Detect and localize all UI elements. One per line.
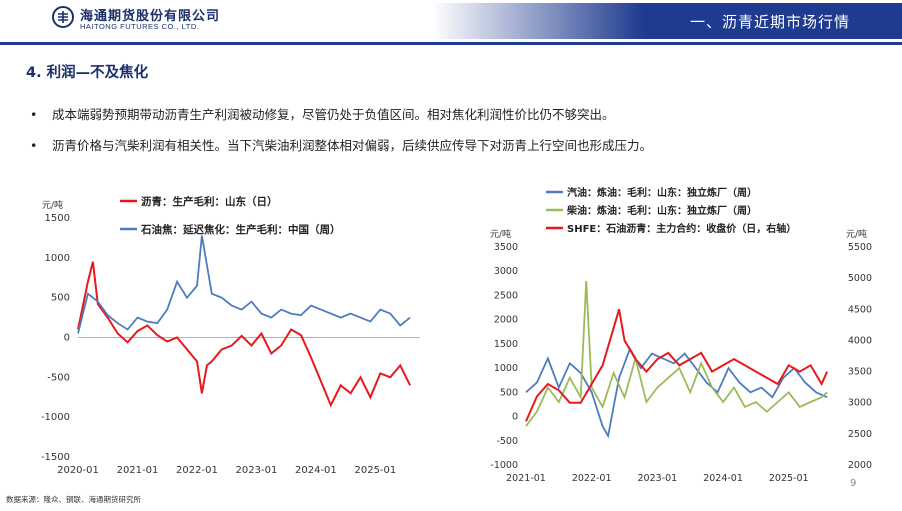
y-tick-label-left: 0 (512, 412, 518, 423)
legend-label: 石油焦：延迟焦化：生产毛利：中国（周） (140, 223, 341, 236)
chart2-left-unit-label: 元/吨 (490, 228, 511, 240)
y-tick-label: -1500 (41, 452, 70, 463)
x-tick-label: 2024-01 (295, 465, 337, 476)
company-name-en: HAITONG FUTURES CO., LTD. (80, 22, 200, 31)
y-tick-label-left: 2000 (494, 315, 518, 326)
y-tick-label-left: 2500 (494, 290, 518, 301)
bullet-text: 沥青价格与汽柴利润有相关性。当下汽柴油利润整体相对偏弱，后续供应传导下对沥青上行… (52, 138, 653, 153)
bullet-item: • 成本端弱势预期带动沥青生产利润被动修复，尽管仍处于负值区间。相对焦化利润性价比… (30, 104, 615, 123)
series-line (525, 346, 828, 439)
y-tick-label: -500 (47, 372, 70, 383)
y-tick-label-right: 3000 (848, 398, 872, 409)
series-line (77, 235, 411, 334)
x-tick-label: 2022-01 (176, 465, 218, 476)
header-bar: 海通期货股份有限公司 HAITONG FUTURES CO., LTD. 一、沥… (0, 0, 902, 42)
legend-label: 柴油：炼油：毛利：山东：独立炼厂（周） (566, 204, 757, 217)
x-tick-label: 2025-01 (354, 465, 396, 476)
y-tick-label: 0 (64, 333, 70, 344)
y-tick-label: 1500 (45, 213, 70, 224)
x-tick-label: 2021-01 (117, 465, 159, 476)
y-tick-label-left: -1000 (490, 460, 518, 471)
header-divider (0, 42, 902, 45)
bullet-dot: • (30, 138, 38, 153)
y-tick-label-right: 5500 (848, 242, 872, 253)
y-tick-label: 500 (51, 293, 70, 304)
chart2-right-unit-label: 元/吨 (846, 228, 867, 240)
series-line (525, 309, 829, 422)
y-tick-label: 1000 (45, 253, 70, 264)
y-tick-label-left: -500 (496, 436, 518, 447)
data-source-note: 数据来源：隆众、钢联、海通期货研究所 (6, 495, 141, 504)
bullet-dot: • (30, 107, 38, 122)
y-tick-label-left: 3500 (494, 242, 518, 253)
y-tick-label-left: 1000 (494, 363, 518, 374)
y-tick-label-right: 5000 (848, 273, 872, 284)
legend-label: 汽油：炼油：毛利：山东：独立炼厂（周） (567, 186, 757, 199)
page-number: 9 (850, 478, 857, 489)
slide-section-title: 一、沥青近期市场行情 (689, 13, 850, 31)
x-tick-label: 2025-01 (769, 473, 809, 484)
series-line (77, 261, 411, 408)
y-tick-label-left: 1500 (494, 339, 518, 350)
title-band (432, 3, 902, 39)
x-tick-label: 2023-01 (638, 473, 678, 484)
bullet-text: 成本端弱势预期带动沥青生产利润被动修复，尽管仍处于负值区间。相对焦化利润性价比仍… (52, 107, 615, 122)
y-tick-label-right: 2000 (848, 460, 872, 471)
x-tick-label: 2020-01 (57, 465, 99, 476)
y-tick-label-left: 500 (500, 387, 518, 398)
legend-label: 沥青：生产毛利：山东（日） (141, 195, 278, 208)
series-line (525, 280, 828, 427)
y-tick-label-right: 2500 (848, 429, 872, 440)
y-tick-label-right: 4000 (848, 335, 872, 346)
y-tick-label-right: 3500 (848, 367, 872, 378)
company-name-cn: 海通期货股份有限公司 (80, 9, 221, 24)
legend-label: SHFE：石油沥青：主力合约：收盘价（日，右轴） (567, 222, 796, 235)
x-tick-label: 2022-01 (572, 473, 612, 484)
y-tick-label: -1000 (41, 412, 70, 423)
x-tick-label: 2021-01 (506, 473, 546, 484)
x-tick-label: 2023-01 (236, 465, 278, 476)
x-tick-label: 2024-01 (703, 473, 743, 484)
chart1-unit-label: 元/吨 (42, 199, 63, 211)
slide-title: 4. 利润—不及焦化 (26, 65, 149, 81)
haitong-logo-icon (52, 6, 74, 28)
y-tick-label-right: 4500 (848, 304, 872, 315)
y-tick-label-left: 3000 (494, 266, 518, 277)
bullet-item: • 沥青价格与汽柴利润有相关性。当下汽柴油利润整体相对偏弱，后续供应传导下对沥青上… (30, 135, 652, 154)
